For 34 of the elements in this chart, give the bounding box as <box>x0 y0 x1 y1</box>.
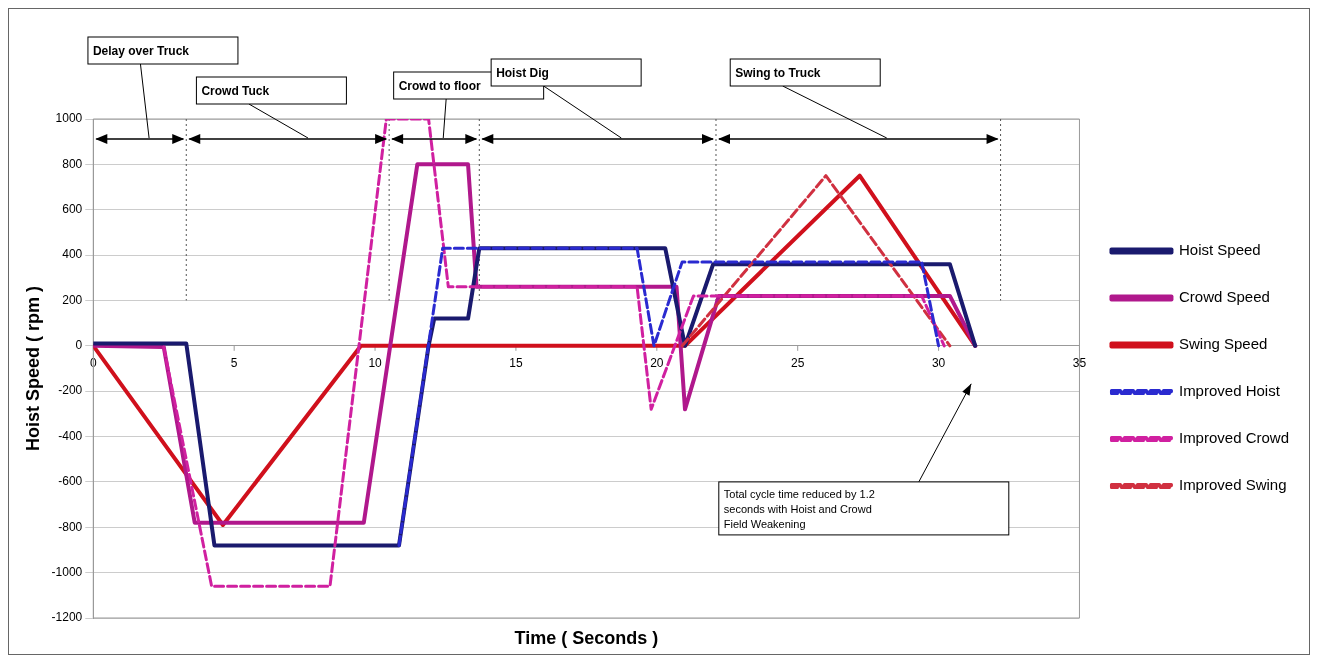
y-tick-label: -200 <box>58 383 83 398</box>
legend-label: Improved Swing <box>1178 476 1287 494</box>
legend-label: Improved Crowd <box>1178 429 1290 447</box>
text: Delay over Truck <box>92 44 190 58</box>
text: Crowd Tuck <box>201 84 270 98</box>
annotation: Total cycle time reduced by 1.2 seconds with Hoist and Crowd Field Weakening <box>723 487 875 530</box>
y-tick-label: -400 <box>58 428 83 443</box>
text: Hoist Dig <box>496 66 549 80</box>
y-tick-label: -800 <box>58 519 83 534</box>
x-tick-label: 10 <box>368 356 383 371</box>
text: Crowd to floor <box>398 79 481 93</box>
y-tick-label: 200 <box>62 292 83 307</box>
x-tick-label: 35 <box>1072 356 1087 371</box>
legend-label: Crowd Speed <box>1178 288 1270 306</box>
y-tick-label: -1000 <box>51 564 83 579</box>
legend-label: Swing Speed <box>1178 335 1268 353</box>
x-tick-label: 20 <box>650 356 664 371</box>
x-axis-title: Time ( Seconds ) <box>514 627 659 648</box>
x-tick-label: 25 <box>791 356 805 371</box>
y-tick-label: 400 <box>62 247 83 262</box>
y-tick-label: 600 <box>62 202 83 217</box>
y-tick-label: 0 <box>75 338 83 353</box>
legend-label: Improved Hoist <box>1178 382 1281 400</box>
text: Swing to Truck <box>735 66 821 80</box>
y-tick-label: 800 <box>62 156 83 171</box>
legend-label: Hoist Speed <box>1178 241 1261 259</box>
x-tick-label: 30 <box>931 356 946 371</box>
y-tick-label: 1000 <box>55 111 83 126</box>
y-tick-label: -1200 <box>51 610 83 625</box>
x-tick-label: 15 <box>509 356 523 371</box>
y-tick-label: -600 <box>58 474 83 489</box>
x-tick-label: 5 <box>230 356 238 371</box>
line-series <box>162 119 946 588</box>
y-axis-title: Hoist Speed ( rpm ) <box>22 285 43 452</box>
